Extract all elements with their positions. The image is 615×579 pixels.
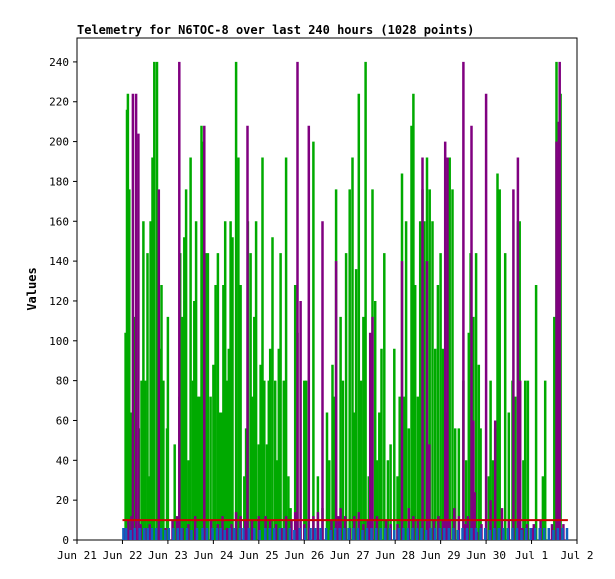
x-tick-label-11: Jul 2 (560, 549, 593, 562)
x-tick-label-3: Jun 24 (193, 549, 233, 562)
y-tick-label-100: 100 (49, 335, 69, 348)
x-tick-label-4: Jun 25 (239, 549, 279, 562)
y-tick-label-180: 180 (49, 175, 69, 188)
x-tick-label-9: Jun 30 (466, 549, 506, 562)
y-tick-label-160: 160 (49, 215, 69, 228)
x-tick-label-8: Jun 29 (421, 549, 461, 562)
x-axis: Jun 21 Jun 22 Jun 23 Jun 24 Jun 25 Jun 26 Jun … (57, 540, 594, 562)
x-tick-label-7: Jun 28 (375, 549, 415, 562)
y-tick-label-120: 120 (49, 295, 69, 308)
x-tick-label-2: Jun 23 (148, 549, 188, 562)
x-tick-label-10: Jul 1 (515, 549, 548, 562)
y-tick-label-20: 20 (56, 494, 69, 507)
y-tick-label-220: 220 (49, 96, 69, 109)
y-tick-label-40: 40 (56, 454, 69, 467)
data-series-group (122, 61, 569, 540)
y-tick-label-80: 80 (56, 375, 69, 388)
x-tick-label-0: Jun 21 (57, 549, 97, 562)
x-tick-label-5: Jun 26 (284, 549, 324, 562)
y-tick-label-140: 140 (49, 255, 69, 268)
chart-title: Telemetry for N6TOC-8 over last 240 hour… (77, 23, 474, 37)
y-tick-label-200: 200 (49, 136, 69, 149)
y-tick-label-240: 240 (49, 56, 69, 69)
y-axis: 0 20 40 60 80 100 120 140 160 180 200 220 240 (49, 56, 77, 547)
y-tick-label-60: 60 (56, 414, 69, 427)
y-tick-label-0: 0 (62, 534, 69, 547)
x-tick-label-6: Jun 27 (330, 549, 370, 562)
y-axis-label: Values (25, 267, 39, 310)
x-tick-label-1: Jun 22 (103, 549, 143, 562)
